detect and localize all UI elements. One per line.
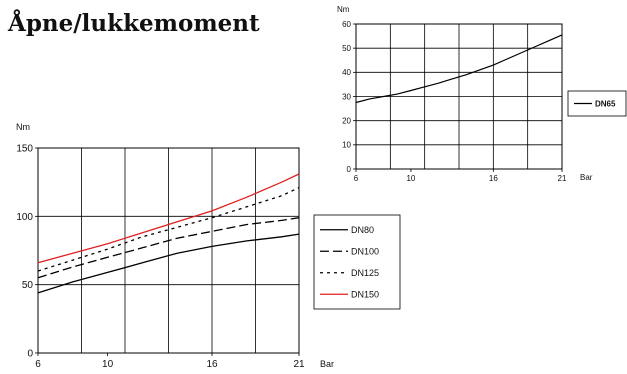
y-tick-label: 0: [27, 349, 33, 360]
y-tick-label: 100: [16, 212, 33, 223]
ticks: 0 10 20 30 40 50 60 6 10 16 21: [342, 20, 567, 183]
x-tick-label: 21: [558, 174, 567, 183]
y-tick-label: 30: [342, 92, 351, 101]
x-tick-label: 10: [102, 359, 114, 370]
legend-label-dn125: DN125: [351, 268, 379, 278]
x-axis-label: Bar: [320, 359, 334, 369]
series-line-dn125: [37, 187, 300, 272]
legend-label-dn80: DN80: [351, 225, 374, 235]
y-tick-label: 40: [342, 68, 351, 77]
x-tick-label: 10: [406, 174, 415, 183]
series-line-dn80: [37, 233, 300, 294]
y-tick-label: 60: [342, 20, 351, 29]
plot-area: [355, 34, 563, 104]
legend: DN65: [567, 90, 627, 117]
grid: [355, 23, 563, 170]
series-line-dn65: [355, 34, 563, 104]
x-tick-label: 21: [293, 359, 305, 370]
y-axis-label: Nm: [337, 5, 350, 14]
legend-label-dn65: DN65: [595, 99, 616, 108]
legend-label-dn100: DN100: [351, 246, 379, 256]
x-axis-label: Bar: [580, 173, 593, 182]
x-tick-label: 6: [354, 174, 359, 183]
series-line-dn150: [37, 173, 300, 264]
y-tick-label: 10: [342, 141, 351, 150]
plot-frame: [355, 23, 563, 170]
plot-frame: [37, 147, 300, 354]
legend-box: [313, 214, 401, 310]
legend-label-dn150: DN150: [351, 289, 379, 299]
legend: DN80 DN100 DN125 DN150: [313, 214, 401, 310]
y-tick-label: 0: [347, 165, 352, 174]
y-tick-label: 20: [342, 116, 351, 125]
x-tick-label: 6: [35, 359, 41, 370]
x-tick-label: 16: [206, 359, 218, 370]
y-tick-label: 50: [342, 44, 351, 53]
page-title: Åpne/lukkemoment: [8, 10, 260, 37]
x-tick-label: 16: [489, 174, 498, 183]
y-tick-label: 50: [22, 280, 34, 291]
grid: [37, 147, 300, 354]
y-tick-label: 150: [16, 144, 33, 155]
ticks: 0 50 100 150 6 10 16 21: [16, 144, 305, 371]
plot-area: [37, 173, 300, 294]
series-line-dn100: [37, 217, 300, 279]
y-axis-label: Nm: [16, 122, 30, 132]
legend-box: [567, 90, 627, 117]
